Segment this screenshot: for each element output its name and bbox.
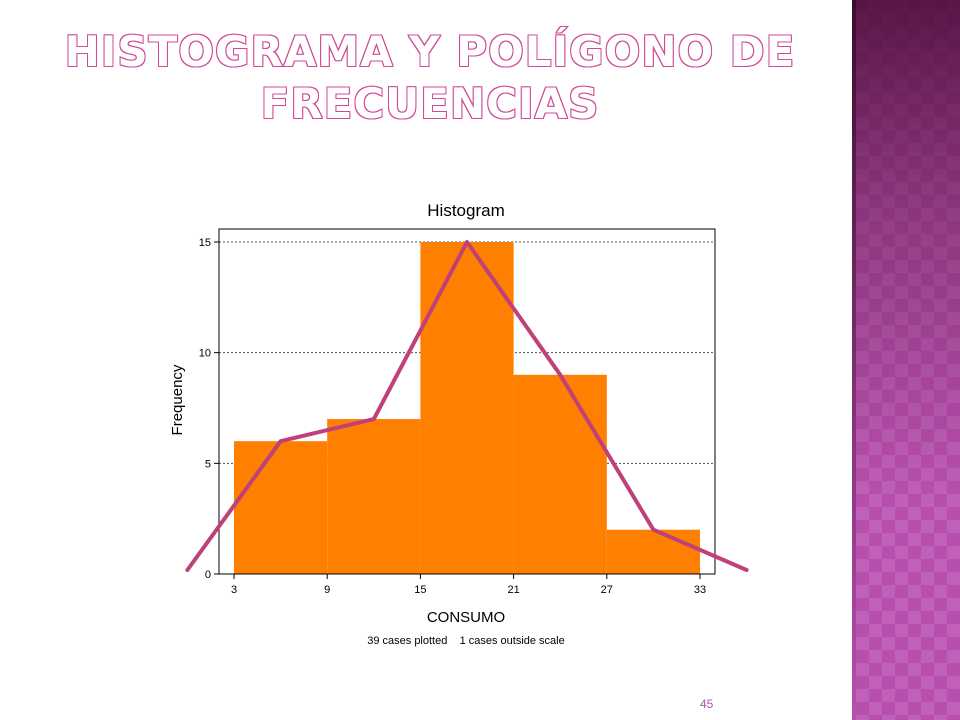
chart-title: Histogram (427, 201, 504, 220)
x-tick-label: 33 (694, 584, 706, 596)
page-number: 45 (700, 697, 714, 711)
x-tick-label: 9 (324, 584, 330, 596)
y-tick-label: 0 (205, 569, 211, 581)
chart-footnote: 39 cases plotted 1 cases outside scale (367, 635, 565, 647)
y-tick-label: 5 (205, 458, 211, 470)
slide-title-line-2: FRECUENCIAS (260, 78, 600, 129)
bars (234, 242, 700, 574)
y-tick-label: 10 (199, 348, 211, 360)
histogram-chart: Histogram 3 9 15 21 27 33 0 5 10 15 CONSUMO Freq… (169, 201, 749, 647)
histogram-bar (327, 419, 421, 574)
decorative-side-band (856, 0, 960, 720)
x-axis-ticks: 3 9 15 21 27 33 (231, 574, 706, 596)
frequency-polygon (185, 240, 749, 572)
histogram-bar (513, 374, 607, 574)
x-axis-label: CONSUMO (427, 609, 505, 626)
x-tick-label: 27 (601, 584, 613, 596)
y-tick-label: 15 (199, 237, 211, 249)
y-axis-label: Frequency (169, 364, 186, 435)
x-tick-label: 15 (414, 584, 426, 596)
histogram-bar (234, 441, 328, 574)
polygon-line (185, 240, 749, 572)
x-tick-label: 3 (231, 584, 237, 596)
side-band-edge (852, 0, 856, 720)
x-tick-label: 21 (507, 584, 519, 596)
y-axis-ticks: 0 5 10 15 (199, 237, 219, 581)
slide-title: HISTOGRAMA Y POLÍGONO DE FRECUENCIAS (60, 26, 800, 130)
histogram-bar (606, 529, 700, 574)
plot-frame (218, 228, 716, 575)
slide-title-line-1: HISTOGRAMA Y POLÍGONO DE (64, 26, 796, 77)
